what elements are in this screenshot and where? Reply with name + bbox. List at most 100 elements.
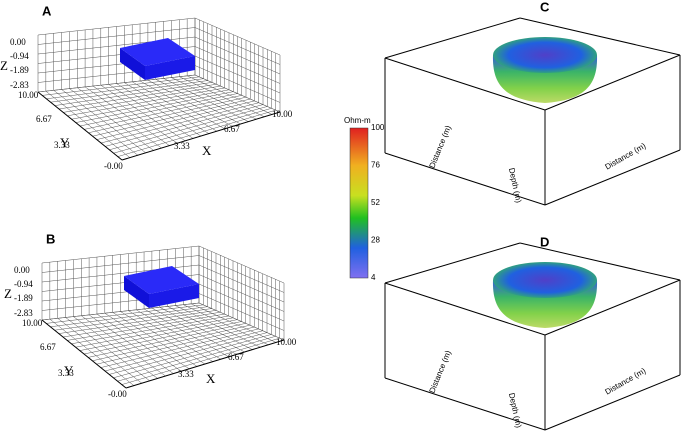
tick-label: 0.00 [14, 265, 30, 275]
tick-label: 6.67 [40, 342, 56, 352]
colorbar-tick-label: 76 [371, 161, 380, 170]
tick-label: 6.67 [224, 124, 240, 134]
grid-line [62, 312, 221, 338]
grid-line [42, 76, 200, 96]
box-edge [544, 149, 681, 206]
tick-label: 10.00 [22, 318, 43, 328]
colorbar-tick-label: 52 [371, 198, 380, 207]
grid-line [46, 78, 204, 100]
resistivity-top [493, 262, 597, 298]
tick-label: 10.00 [272, 109, 293, 119]
grid-line [198, 302, 285, 341]
grid-line [37, 17, 196, 36]
grid-line [105, 104, 264, 147]
grid-line [198, 283, 285, 322]
grid-line [41, 255, 200, 273]
resistivity-top [493, 37, 597, 73]
box-edge [384, 242, 521, 284]
box-edge [125, 339, 285, 389]
panel-label: C [540, 0, 550, 14]
grid-line [79, 93, 238, 127]
axis-label: Distance (m) [427, 124, 452, 170]
axis-label: Z [4, 286, 12, 301]
box-edge [544, 279, 681, 336]
colorbar-scale [349, 127, 369, 279]
axis-label: Distance (m) [604, 366, 648, 397]
grid-line [88, 323, 246, 358]
tick-label: -0.94 [14, 279, 33, 289]
axis-label: Z [0, 58, 8, 73]
grid-line [100, 102, 259, 144]
colorbar-title: Ohm-m [344, 116, 371, 125]
grid-line [194, 74, 281, 113]
box-edge [37, 91, 123, 161]
box-edge [384, 57, 546, 111]
tick-label: 3.33 [58, 368, 74, 378]
box-edge [519, 17, 681, 56]
grid-line [71, 89, 230, 120]
axis-label: Depth (m) [507, 392, 523, 429]
box-edge [384, 17, 521, 59]
grid-line [96, 326, 255, 365]
grid-line [194, 27, 281, 65]
box-edge [384, 377, 546, 431]
box-edge [544, 374, 681, 431]
grid-line [100, 328, 259, 368]
colorbar: Ohm-m [344, 116, 371, 279]
panel: BZYX0.00-0.94-1.89-2.8310.006.673.33-0.0… [4, 231, 297, 399]
grid-line [67, 313, 225, 341]
tick-label: -2.83 [14, 308, 33, 318]
grid-line [75, 317, 234, 348]
grid-line [37, 74, 196, 93]
grid-line [109, 106, 268, 151]
block-top [120, 38, 195, 66]
grid-line [198, 274, 285, 312]
grid-line [75, 91, 234, 123]
panels: 1007652284AZYX0.00-0.94-1.89-2.8310.006.… [0, 0, 681, 431]
tick-label: 6.67 [36, 114, 52, 124]
box-edge [384, 152, 546, 206]
panel: AZYX0.00-0.94-1.89-2.8310.006.673.33-0.0… [0, 3, 293, 171]
axis-label: Y [64, 363, 74, 378]
grid-line [96, 100, 255, 140]
grid-line [121, 337, 280, 385]
grid-line [37, 27, 196, 45]
tick-label: -0.00 [108, 389, 127, 399]
colorbar-tick-label: 4 [371, 273, 376, 282]
tick-label: 0.00 [10, 37, 26, 47]
grid-line [67, 87, 225, 117]
axis-label: Y [60, 135, 70, 150]
grid-line [117, 336, 276, 382]
grid-line [198, 255, 285, 293]
grid-line [63, 85, 221, 113]
block-side [145, 56, 195, 80]
panel-label: A [42, 3, 52, 18]
tick-label: -0.00 [104, 161, 123, 171]
box-edge [544, 54, 681, 111]
block-front [120, 48, 145, 80]
tick-label: 6.67 [228, 352, 244, 362]
grid-line [41, 302, 200, 321]
grid-line [41, 245, 200, 264]
grid-line [194, 46, 281, 84]
grid-line [109, 332, 268, 375]
grid-line [79, 319, 238, 351]
grid-line [198, 293, 285, 331]
tick-label: -2.83 [10, 80, 29, 90]
grid-line [194, 55, 281, 94]
grid-line [92, 98, 251, 137]
axis-label: Distance (m) [427, 349, 452, 395]
grid-line [71, 315, 229, 345]
grid-line [104, 330, 263, 372]
grid-line [54, 82, 213, 106]
box-edge [121, 111, 281, 161]
grid-line [58, 310, 217, 334]
panel-label: D [540, 234, 549, 249]
axis-label: Depth (m) [507, 167, 523, 204]
tick-label: -1.89 [10, 65, 29, 75]
tick-label: -0.94 [10, 51, 29, 61]
box-edge [41, 319, 127, 389]
tick-label: 3.33 [174, 141, 190, 151]
grid-line [92, 324, 251, 362]
grid-line [198, 264, 285, 303]
